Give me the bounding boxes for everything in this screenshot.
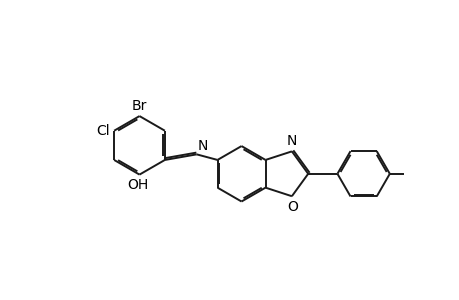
Text: O: O [286,200,297,214]
Text: Br: Br [132,99,147,113]
Text: Cl: Cl [96,124,110,138]
Text: OH: OH [127,178,148,192]
Text: N: N [197,139,207,153]
Text: N: N [286,134,297,148]
